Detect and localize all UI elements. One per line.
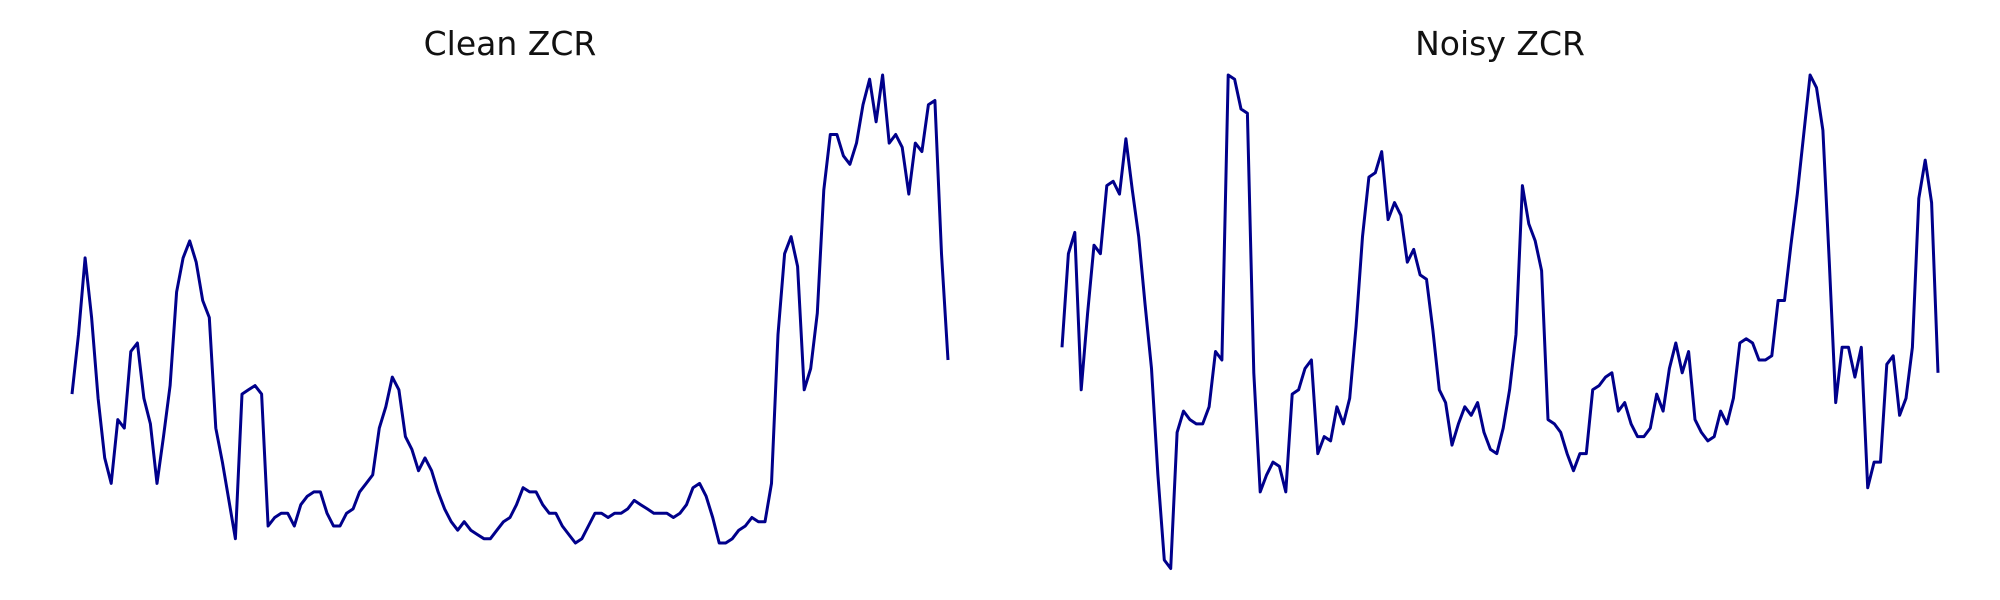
zcr-series-line xyxy=(1060,73,1940,570)
clean-zcr-panel: Clean ZCR xyxy=(40,0,980,600)
noisy-zcr-panel: Noisy ZCR xyxy=(1030,0,1970,600)
clean-zcr-chart xyxy=(70,73,950,545)
chart-title: Noisy ZCR xyxy=(1415,24,1585,63)
chart-title: Clean ZCR xyxy=(423,24,597,63)
noisy-zcr-chart xyxy=(1060,73,1940,570)
zcr-series-line xyxy=(70,73,950,545)
